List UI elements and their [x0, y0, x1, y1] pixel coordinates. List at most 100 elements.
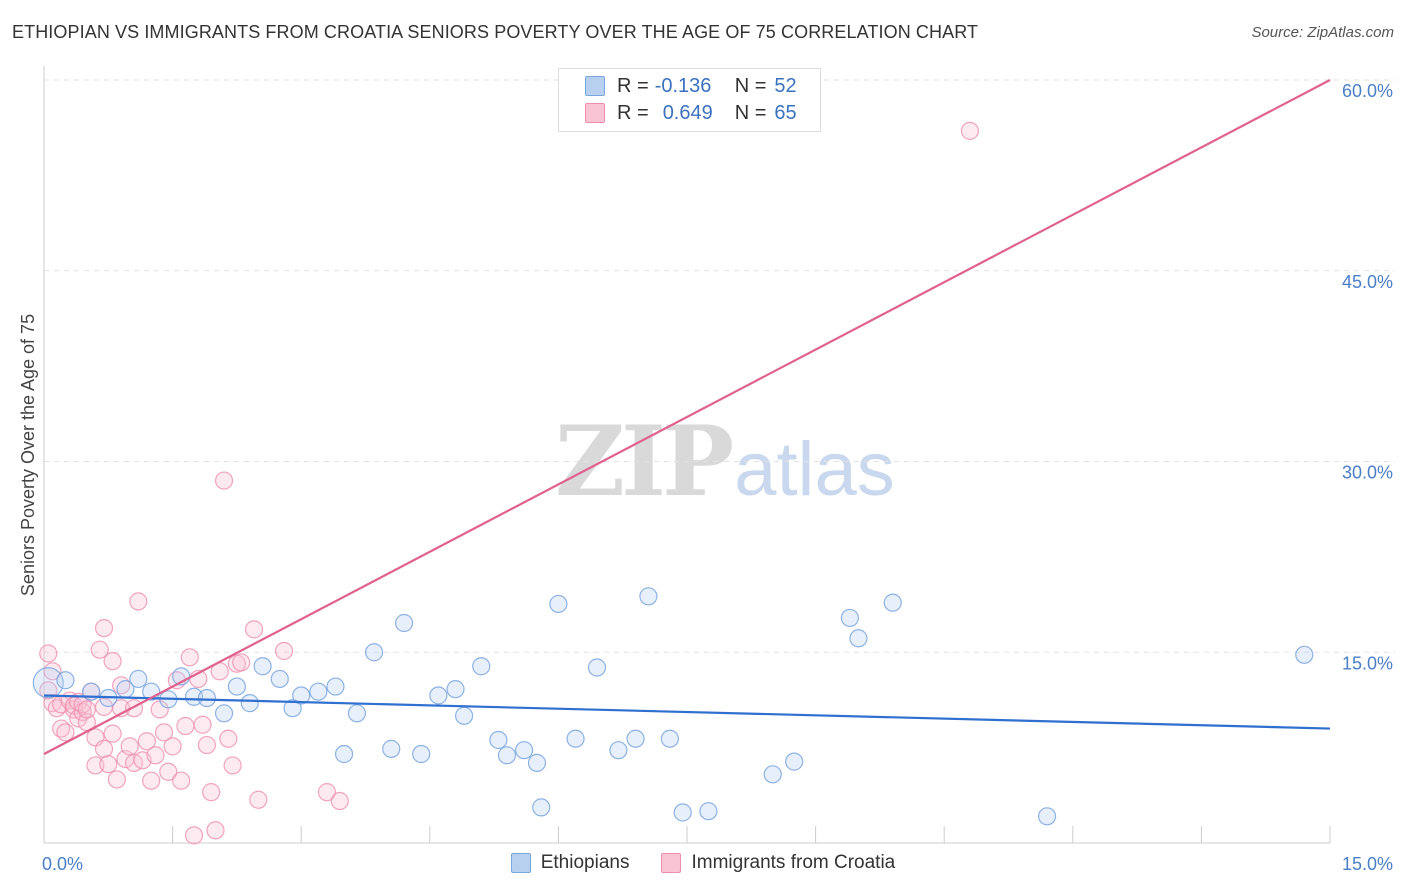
data-point-ethiopians: [849, 629, 868, 648]
data-point-croatia: [249, 790, 268, 809]
data-point-croatia: [77, 700, 96, 719]
data-point-croatia: [137, 732, 156, 751]
data-point-croatia: [142, 771, 161, 790]
data-point-croatia: [214, 471, 234, 490]
data-point-croatia: [94, 739, 114, 758]
data-point-croatia: [219, 729, 238, 748]
data-point-croatia: [184, 826, 204, 845]
y-tick-label: 45.0%: [1342, 272, 1393, 292]
data-point-croatia: [317, 783, 337, 802]
legend-row-croatia: R = 0.649 N = 65: [585, 100, 797, 126]
data-point-croatia: [146, 746, 165, 765]
legend-n-label: N =: [734, 74, 767, 97]
data-point-ethiopians: [549, 594, 568, 614]
data-point-ethiopians: [609, 741, 628, 760]
data-point-croatia: [129, 592, 148, 611]
data-point-ethiopians: [699, 802, 718, 821]
data-point-ethiopians: [883, 593, 902, 612]
data-point-croatia: [960, 121, 980, 140]
data-point-ethiopians: [382, 739, 401, 758]
data-point-ethiopians: [673, 803, 692, 822]
data-point-croatia: [163, 737, 182, 756]
axes: [43, 66, 1331, 844]
trend-line-ethiopians: [43, 694, 1331, 730]
data-point-croatia: [197, 735, 216, 755]
series-legend-ethiopians[interactable]: Ethiopians: [510, 852, 630, 874]
data-point-croatia: [159, 762, 178, 781]
legend-row-ethiopians: R = -0.136 N = 52: [585, 73, 797, 99]
series-swatch-croatia: [661, 853, 682, 873]
series-ethiopians-points: [32, 587, 1314, 826]
trend-lines: [43, 79, 1331, 755]
data-point-croatia: [193, 715, 212, 734]
data-point-ethiopians: [197, 688, 216, 708]
data-point-ethiopians: [497, 746, 517, 765]
data-point-croatia: [94, 618, 114, 638]
chart-title: ETHIOPIAN VS IMMIGRANTS FROM CROATIA SEN…: [12, 22, 979, 42]
series-label-croatia: Immigrants from Croatia: [691, 852, 896, 873]
data-point-ethiopians: [394, 613, 414, 633]
data-point-croatia: [244, 620, 264, 639]
data-point-croatia: [172, 771, 191, 790]
legend-r-value-croatia: 0.649: [662, 101, 713, 124]
data-point-croatia: [107, 770, 126, 789]
legend-r-value-ethiopians: -0.136: [654, 74, 712, 97]
correlation-legend: R = -0.136 N = 52 R = 0.649 N = 65: [558, 68, 821, 132]
data-point-ethiopians: [129, 669, 148, 689]
data-point-ethiopians: [1037, 807, 1057, 826]
data-point-ethiopians: [270, 669, 289, 689]
data-point-ethiopians: [32, 667, 64, 699]
data-point-ethiopians: [214, 704, 234, 723]
data-point-croatia: [206, 821, 225, 840]
series-label-ethiopians: Ethiopians: [540, 852, 630, 873]
data-point-croatia: [43, 662, 62, 681]
y-axis-label: Seniors Poverty Over the Age of 75: [18, 314, 38, 596]
data-point-ethiopians: [227, 677, 246, 696]
data-point-croatia: [202, 783, 221, 802]
data-point-croatia: [330, 791, 349, 811]
tick-labels: 15.0% 30.0% 45.0% 60.0% 0.0% 15.0%: [42, 81, 1393, 874]
data-point-croatia: [176, 716, 195, 736]
data-point-ethiopians: [253, 657, 272, 676]
data-point-ethiopians: [840, 608, 859, 628]
data-point-croatia: [103, 724, 122, 743]
data-point-croatia: [274, 641, 294, 661]
legend-r-label: R =: [617, 101, 649, 124]
data-point-croatia: [56, 723, 75, 742]
data-point-ethiopians: [412, 744, 431, 764]
y-tick-label: 30.0%: [1342, 463, 1393, 483]
data-point-croatia: [39, 644, 58, 663]
series-legend-croatia[interactable]: Immigrants from Croatia: [661, 852, 895, 874]
data-point-ethiopians: [184, 687, 204, 706]
data-point-ethiopians: [240, 694, 259, 713]
y-tick-label: 15.0%: [1342, 653, 1393, 673]
legend-swatch-ethiopians: [585, 76, 605, 96]
series-croatia-points: [39, 121, 980, 845]
trend-line-croatia: [43, 79, 1331, 755]
data-point-ethiopians: [454, 706, 474, 725]
data-point-ethiopians: [489, 730, 508, 750]
data-point-ethiopians: [446, 680, 465, 699]
data-point-ethiopians: [785, 752, 804, 771]
data-point-ethiopians: [326, 677, 345, 696]
data-point-croatia: [120, 737, 139, 756]
data-point-ethiopians: [334, 744, 354, 764]
legend-r-label: R =: [617, 74, 649, 97]
data-point-croatia: [90, 640, 109, 659]
data-point-croatia: [124, 699, 144, 718]
x-tick-label: 15.0%: [1342, 854, 1393, 874]
data-point-ethiopians: [660, 729, 679, 748]
data-point-ethiopians: [429, 686, 448, 705]
data-point-croatia: [103, 652, 122, 671]
data-point-ethiopians: [587, 658, 607, 677]
data-point-ethiopians: [472, 657, 491, 676]
y-tick-label: 60.0%: [1342, 81, 1393, 101]
series-legend: Ethiopians Immigrants from Croatia: [0, 852, 1406, 874]
data-point-croatia: [223, 756, 242, 775]
legend-n-value-croatia: 65: [774, 101, 797, 124]
data-point-ethiopians: [763, 765, 782, 784]
data-point-croatia: [154, 723, 174, 742]
legend-n-value-ethiopians: 52: [774, 74, 797, 97]
data-point-ethiopians: [283, 699, 302, 718]
